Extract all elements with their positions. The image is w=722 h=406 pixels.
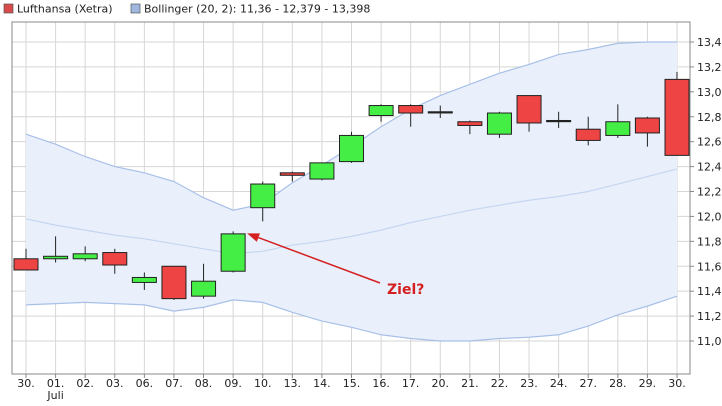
- candle: [220, 231, 246, 273]
- x-tick-label: 03.: [106, 377, 124, 390]
- x-tick-label: 01.: [47, 377, 65, 390]
- x-tick-label: 13.: [284, 377, 302, 390]
- candle-body: [486, 112, 512, 135]
- candle-body: [546, 119, 572, 123]
- y-tick-label: 13,4: [697, 36, 722, 49]
- candle-body: [664, 78, 690, 156]
- x-tick-label: 24.: [550, 377, 568, 390]
- candle: [250, 181, 276, 222]
- candle: [131, 272, 157, 290]
- y-tick-label: 13,0: [697, 86, 722, 99]
- x-tick-label: 10.: [254, 377, 272, 390]
- candle: [575, 116, 601, 146]
- x-tick-label: 08.: [195, 377, 213, 390]
- candle: [161, 265, 187, 300]
- candle: [43, 236, 69, 263]
- x-tick-label: 23.: [520, 377, 538, 390]
- y-tick-label: 11,6: [697, 260, 722, 273]
- candle-body: [427, 111, 453, 114]
- annotation-arrow: [258, 236, 381, 284]
- y-axis-ticks: 11,0 11,2 11,4 11,6 11,8 12,0 12,2 12,4 12,6 12,8…: [690, 36, 722, 348]
- candle: [191, 263, 217, 299]
- candle-body: [220, 233, 246, 272]
- candle: [546, 111, 572, 128]
- x-tick-sublabel: Juli: [46, 389, 63, 402]
- x-tick-label: 28.: [609, 377, 627, 390]
- candle-body: [191, 280, 217, 297]
- legend-label-lufthansa: Lufthansa (Xetra): [17, 3, 113, 16]
- x-tick-label: 14.: [313, 377, 331, 390]
- candle: [339, 131, 364, 163]
- legend-swatch-lufthansa: [3, 3, 14, 14]
- x-tick-label: 29.: [639, 377, 657, 390]
- x-tick-label: 09.: [224, 377, 242, 390]
- x-tick-label: 06.: [136, 377, 154, 390]
- candle-body: [516, 95, 542, 124]
- annotation: Ziel?: [247, 233, 424, 298]
- candle: [486, 111, 512, 138]
- candle-body: [102, 252, 128, 266]
- x-tick-label: 15.: [343, 377, 361, 390]
- x-tick-label: 07.: [165, 377, 183, 390]
- candle: [309, 162, 335, 181]
- candles: [13, 71, 690, 300]
- candle-body: [339, 134, 364, 163]
- candle-body: [161, 265, 187, 300]
- y-tick-label: 12,6: [697, 136, 722, 149]
- bollinger-lower-line: [25, 295, 678, 342]
- candle: [398, 104, 424, 127]
- y-tick-label: 12,2: [697, 186, 722, 199]
- bollinger-band-area: [26, 42, 677, 341]
- candle-body: [250, 183, 276, 209]
- legend-swatch-bollinger: [130, 3, 141, 14]
- y-tick-label: 11,0: [697, 335, 722, 348]
- candle-body: [368, 105, 394, 117]
- x-tick-label: 22.: [491, 377, 509, 390]
- x-tick-label: 21.: [461, 377, 479, 390]
- candle-body: [398, 105, 424, 114]
- candle: [605, 104, 631, 138]
- candle: [13, 248, 39, 271]
- y-tick-label: 12,8: [697, 111, 722, 124]
- x-tick-label: 02.: [76, 377, 94, 390]
- candle: [634, 116, 660, 147]
- candle-body: [13, 258, 39, 271]
- candle: [279, 171, 305, 182]
- candle: [427, 105, 453, 118]
- y-tick-label: 12,4: [697, 161, 722, 174]
- candle-body: [43, 255, 69, 260]
- candle-body: [575, 128, 601, 141]
- x-tick-label: 30.: [668, 377, 686, 390]
- x-tick-label: 27.: [579, 377, 597, 390]
- y-tick-label: 13,2: [697, 61, 722, 74]
- legend-label-bollinger: Bollinger (20, 2): 11,36 - 12,379 - 13,3…: [144, 3, 370, 16]
- annotation-arrowhead: [247, 233, 260, 242]
- legend: Lufthansa (Xetra) Bollinger (20, 2): 11,…: [3, 3, 370, 16]
- y-tick-label: 11,4: [697, 285, 722, 298]
- x-tick-label: 30.: [17, 377, 35, 390]
- y-tick-label: 12,0: [697, 210, 722, 223]
- candle-body: [72, 253, 98, 260]
- candle: [72, 246, 98, 262]
- x-tick-label: 20.: [432, 377, 450, 390]
- x-tick-label: 17.: [402, 377, 420, 390]
- candle-body: [605, 121, 631, 136]
- bollinger-middle-line: [25, 168, 678, 255]
- y-tick-label: 11,8: [697, 235, 722, 248]
- candle: [664, 71, 690, 156]
- x-tick-label: 16.: [372, 377, 390, 390]
- x-axis-ticks: 30. 01.Juli 02. 03. 06. 07. 08. 09. 10. 13. 14. 15.…: [17, 374, 686, 402]
- y-tick-label: 11,2: [697, 310, 722, 323]
- candle-body: [131, 276, 157, 283]
- candle: [368, 104, 394, 122]
- candle-body: [279, 172, 305, 176]
- candle: [102, 248, 128, 274]
- candle: [516, 95, 542, 132]
- candle-body: [634, 117, 660, 134]
- candle: [457, 120, 483, 135]
- annotation-label: Ziel?: [387, 282, 424, 298]
- candle-body: [457, 121, 483, 126]
- candle-body: [309, 162, 335, 180]
